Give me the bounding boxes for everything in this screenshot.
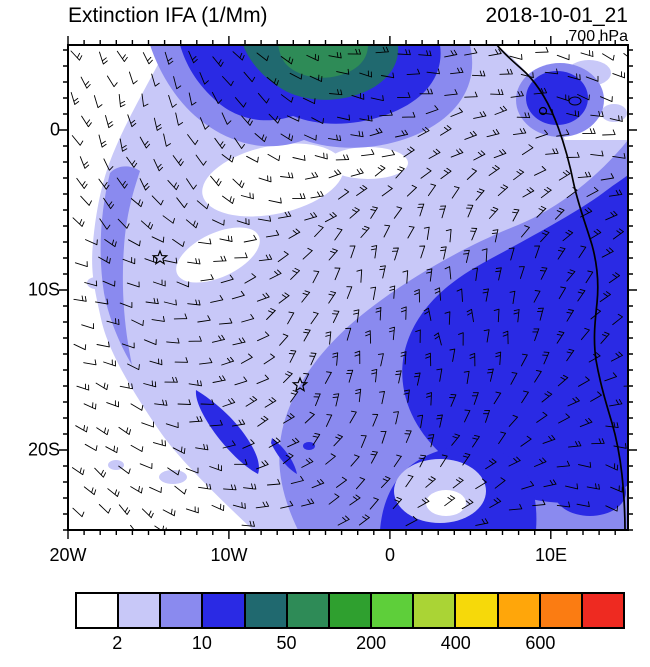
contour-lavender-spot xyxy=(601,104,627,122)
colorbar-cell-12 xyxy=(538,594,581,627)
wind-barbs-layer xyxy=(70,46,628,530)
colorbar-tick-label-2: 2 xyxy=(112,633,123,653)
colorbar-cell-6 xyxy=(285,594,328,627)
contour-white-tongue xyxy=(202,143,344,217)
datetime-label: 2018-10-01_21 xyxy=(485,4,628,27)
contour-blue-streak xyxy=(271,438,297,474)
colorbar-cell-13 xyxy=(580,594,624,627)
axis-ticks xyxy=(59,36,637,539)
colorbar-cell-3 xyxy=(159,594,202,627)
y-axis-label-20s: 20S xyxy=(27,439,60,460)
colorbar xyxy=(75,592,625,629)
contour-lavender-speckle xyxy=(159,470,187,484)
colorbar-cell-1 xyxy=(77,594,118,627)
colorbar-cell-10 xyxy=(454,594,497,627)
contour-lavender-speckle xyxy=(87,277,105,289)
contour-pale-patch-core xyxy=(426,490,466,516)
colorbar-tick-label-400: 400 xyxy=(440,633,471,653)
y-axis-label-10s: 10S xyxy=(27,279,60,300)
colorbar-tick-label-600: 600 xyxy=(525,633,556,653)
map-field xyxy=(68,45,628,530)
page-title: Extinction IFA (1/Mm) xyxy=(68,4,268,27)
colorbar-labels: 2 10 50 200 400 600 xyxy=(75,633,625,659)
contour-blue-southeast-blob xyxy=(554,468,626,516)
colorbar-tick-label-50: 50 xyxy=(276,633,297,653)
star-marker-1 xyxy=(151,249,169,266)
colorbar-tick-label-10: 10 xyxy=(191,633,212,653)
contour-blue-dot xyxy=(303,442,315,450)
contour-white-tongue xyxy=(328,147,408,179)
contour-blue-right-region xyxy=(402,175,628,504)
colorbar-cell-7 xyxy=(327,594,371,627)
colorbar-cell-9 xyxy=(412,594,455,627)
colorbar-cell-5 xyxy=(243,594,286,627)
x-axis-label-10w: 10W xyxy=(210,545,248,565)
colorbar-cell-11 xyxy=(496,594,539,627)
contour-white-tongue xyxy=(176,227,260,283)
plot-frame xyxy=(67,44,629,531)
star-marker-2 xyxy=(291,376,309,393)
contour-green-core xyxy=(278,45,368,78)
colorbar-cell-4 xyxy=(201,594,244,627)
y-axis-label-0: 0 xyxy=(49,119,60,140)
contour-periwinkle-left-band xyxy=(100,166,140,365)
contour-blue-streak xyxy=(195,390,259,474)
colorbar-tick-label-200: 200 xyxy=(356,633,387,653)
x-axis-label-10e: 10E xyxy=(534,545,568,565)
island-outline xyxy=(538,106,548,116)
colorbar-cell-8 xyxy=(370,594,413,627)
contour-blue-northeast-blob xyxy=(526,71,588,125)
coastline-africa xyxy=(496,45,626,530)
x-axis-label-20w: 20W xyxy=(49,545,87,565)
x-axis-label-0: 0 xyxy=(384,545,396,565)
colorbar-cell-2 xyxy=(117,594,160,627)
